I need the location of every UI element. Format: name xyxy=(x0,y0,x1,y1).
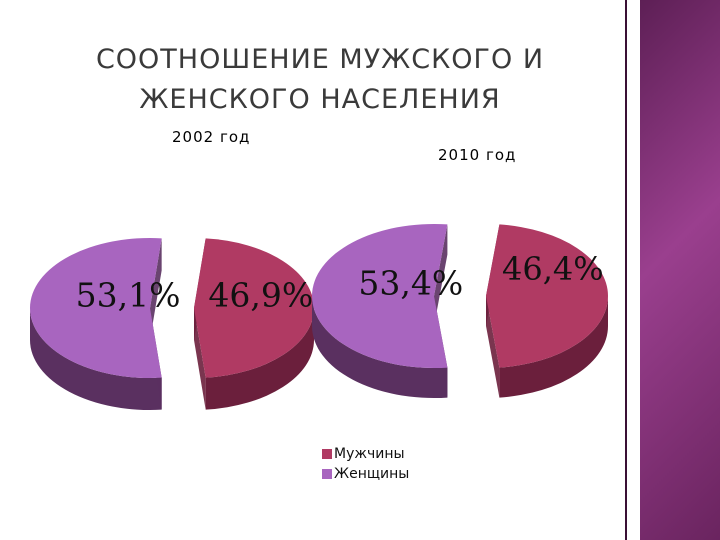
slice-cut-wall xyxy=(150,238,162,340)
chart-2010-subtitle: 2010 год xyxy=(438,146,517,164)
slice-side xyxy=(30,308,162,411)
chart-0-label-women: 53,1% xyxy=(76,276,181,315)
legend-label-men: Мужчины xyxy=(334,446,405,462)
legend-swatch-men xyxy=(322,449,332,459)
chart-0-label-men: 46,9% xyxy=(208,276,313,315)
legend-item-women: Женщины xyxy=(322,464,409,484)
slice-cut-wall xyxy=(434,224,448,326)
chart-0-slice-men xyxy=(194,238,314,410)
legend-label-women: Женщины xyxy=(334,466,410,482)
slice-top xyxy=(486,224,608,368)
slice-cut-wall xyxy=(194,308,206,410)
side-divider xyxy=(625,0,627,540)
slide-title: СООТНОШЕНИЕ МУЖСКОГО И ЖЕНСКОГО НАСЕЛЕНИ… xyxy=(60,40,580,120)
slice-top xyxy=(194,238,314,378)
legend-swatch-women xyxy=(322,469,332,479)
chart-1-label-men: 46,4% xyxy=(502,250,604,288)
chart-1-label-women: 53,4% xyxy=(358,264,463,303)
legend-item-men: Мужчины xyxy=(322,444,409,464)
chart-1-slice-men xyxy=(486,224,608,398)
chart-legend: Мужчины Женщины xyxy=(322,444,409,484)
slice-side xyxy=(499,296,608,398)
slice-cut-wall xyxy=(486,296,500,398)
chart-0-slice-women xyxy=(30,237,162,411)
decorative-side-stripe xyxy=(640,0,720,540)
slice-side xyxy=(312,296,448,398)
slice-top xyxy=(311,224,448,368)
chart-1-slice-women xyxy=(311,224,448,398)
title-line-1: СООТНОШЕНИЕ МУЖСКОГО И xyxy=(95,44,545,75)
chart-2002-subtitle: 2002 год xyxy=(172,128,251,146)
slice-top xyxy=(30,237,162,378)
title-line-2: ЖЕНСКОГО НАСЕЛЕНИЯ xyxy=(139,84,501,115)
slice-side xyxy=(205,308,314,410)
